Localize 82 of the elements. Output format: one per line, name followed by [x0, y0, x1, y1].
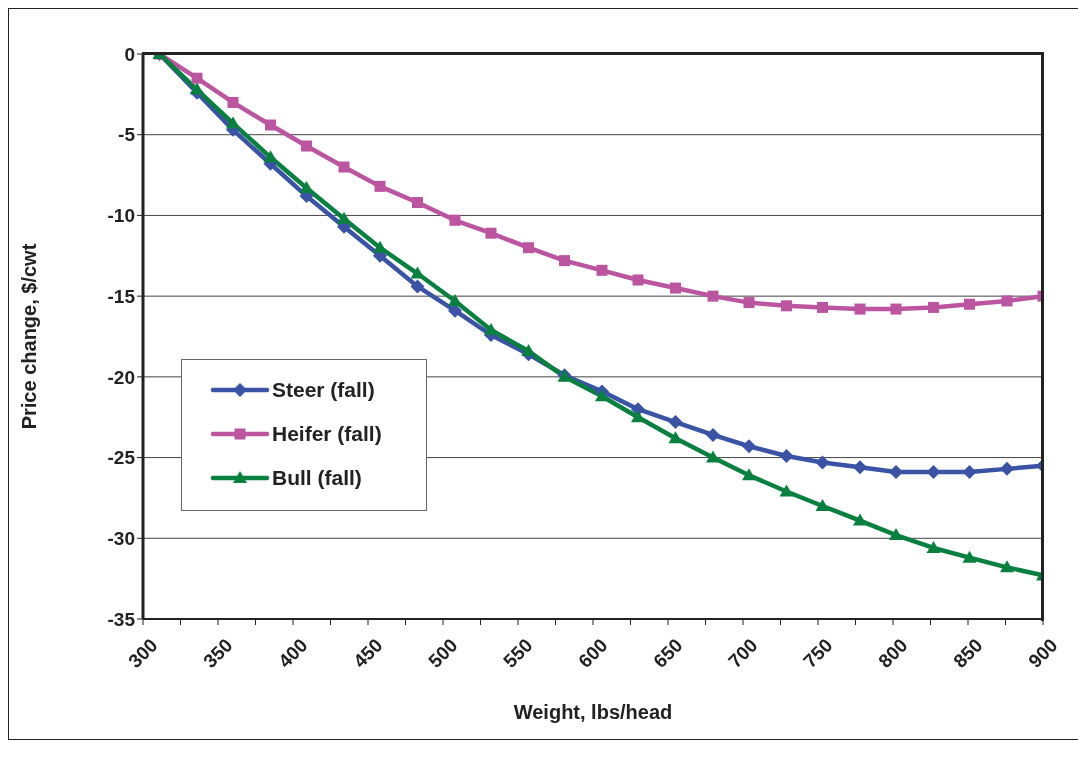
point: [668, 415, 683, 430]
point: [928, 301, 939, 313]
x-tick-label: 350: [199, 634, 237, 672]
point: [337, 211, 351, 224]
point: [706, 427, 720, 442]
point: [964, 298, 975, 310]
point: [595, 389, 609, 402]
point: [448, 293, 462, 306]
point: [706, 450, 720, 463]
x-tick-label: 900: [1024, 634, 1062, 672]
point: [890, 303, 902, 315]
point: [226, 116, 240, 129]
point: [962, 465, 977, 480]
point: [743, 297, 755, 309]
y-tick-label: -10: [107, 205, 135, 227]
point: [779, 484, 794, 497]
point: [926, 465, 941, 480]
legend-label: Heifer (fall): [272, 422, 382, 447]
point: [227, 96, 239, 108]
point: [742, 439, 756, 454]
point: [485, 227, 497, 239]
point: [301, 140, 312, 152]
x-tick-label: 700: [724, 634, 762, 672]
point: [670, 282, 681, 294]
x-tick-label: 800: [874, 634, 912, 672]
point: [449, 214, 461, 226]
point: [521, 344, 536, 357]
point: [962, 550, 977, 563]
x-axis-title: Weight, lbs/head: [513, 701, 673, 723]
point: [338, 161, 350, 173]
y-tick-label: -30: [107, 528, 135, 550]
point: [265, 119, 276, 131]
point: [889, 528, 903, 541]
point: [889, 465, 903, 480]
point: [559, 255, 570, 267]
point: [484, 323, 498, 336]
y-tick-label: -25: [107, 447, 136, 469]
point: [410, 279, 425, 294]
legend-label: Bull (fall): [272, 466, 362, 491]
point: [1001, 295, 1013, 307]
point: [299, 180, 314, 193]
point: [191, 72, 203, 84]
x-tick-label: 850: [949, 634, 987, 672]
point: [190, 82, 204, 95]
legend-label: Steer (fall): [272, 378, 375, 403]
point: [781, 300, 792, 312]
point: [631, 410, 645, 423]
y-tick-label: -35: [107, 608, 136, 630]
point: [815, 455, 830, 470]
x-tick-label: 750: [799, 634, 837, 672]
point: [742, 468, 756, 481]
y-tick-label: -20: [107, 366, 135, 388]
point: [596, 264, 608, 276]
x-tick-label: 500: [424, 634, 462, 672]
point: [1000, 461, 1014, 476]
x-tick-label: 300: [124, 634, 162, 672]
point: [1000, 560, 1014, 573]
y-tick-label: 0: [124, 43, 135, 65]
point: [779, 448, 794, 463]
x-tick-label: 650: [649, 634, 687, 672]
point: [263, 150, 278, 163]
y-axis-title: Price change, $/cwt: [18, 243, 41, 430]
x-tick-label: 600: [574, 634, 612, 672]
x-tick-label: 450: [349, 634, 387, 672]
point: [707, 290, 719, 302]
point: [373, 240, 387, 253]
point: [523, 242, 534, 254]
point: [817, 301, 828, 313]
point: [853, 460, 867, 475]
point: [853, 513, 867, 526]
point: [854, 303, 866, 315]
y-tick-label: -15: [107, 285, 136, 307]
point: [926, 540, 941, 553]
point: [412, 197, 423, 209]
point: [410, 266, 425, 279]
point: [632, 274, 644, 286]
point: [668, 431, 683, 444]
x-tick-label: 400: [274, 634, 312, 672]
point: [374, 180, 386, 192]
point: [815, 499, 830, 511]
y-tick-label: -5: [118, 124, 136, 146]
x-tick-label: 550: [499, 634, 537, 672]
